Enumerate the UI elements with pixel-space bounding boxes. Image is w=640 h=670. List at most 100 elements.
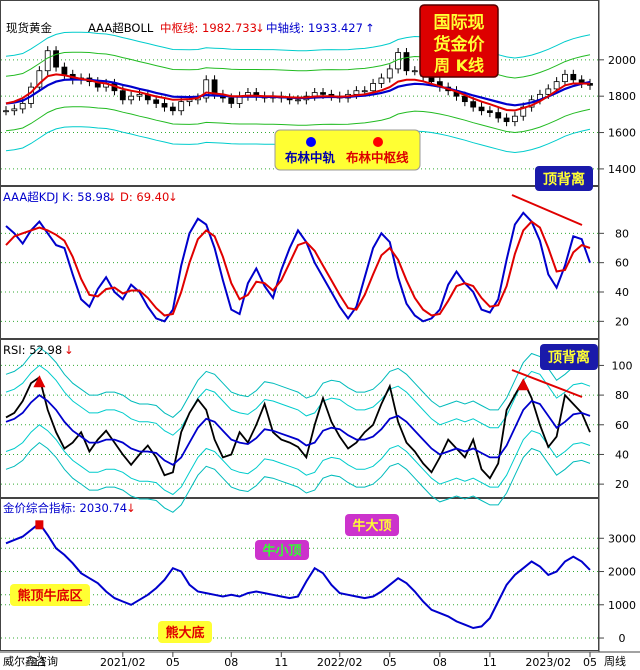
candle-body (128, 95, 135, 101)
candle-body (545, 88, 552, 95)
y-tick-label: 2000 (608, 54, 636, 67)
y-tick-label: 3000 (608, 532, 636, 545)
rsi-panel-frame (0, 339, 599, 498)
gold-index-line (5, 521, 591, 630)
ann-zone: 熊顶牛底区 (17, 588, 82, 604)
y-tick-label: 100 (612, 359, 633, 372)
axis-line-label: 中轴线: 1933.427 (266, 21, 363, 35)
gold-index-label: 金价综合指标: 2030.74 (3, 501, 127, 515)
rsi-line (5, 375, 591, 480)
candle-body (211, 79, 218, 95)
x-tick-label: 05 (383, 656, 397, 669)
legend-red-label: 布林中枢线 (346, 150, 409, 165)
candle-body (203, 79, 210, 99)
x-tick-labels: 11 2021/02 05 08 11 2022/02 05 08 11 2023/02 05 (32, 652, 597, 669)
kdj-k-arrow: ↓ (107, 190, 117, 204)
candle-body (478, 106, 485, 112)
candle-body (553, 81, 560, 90)
x-tick-label: 08 (224, 656, 238, 669)
x-tick-label: 2023/02 (525, 656, 571, 669)
axis-line-arrow: ↑ (365, 21, 375, 35)
rsi-band-line (5, 424, 591, 496)
rsi-band-line (5, 364, 591, 436)
candle-body (486, 110, 493, 113)
x-tick-label: 11 (32, 656, 46, 669)
candle-body (512, 115, 518, 123)
candle-body (378, 77, 385, 84)
x-tick-label: 11 (483, 656, 497, 669)
boll-band-line (5, 31, 591, 59)
y-tick-label: 0 (619, 632, 626, 645)
footer-right: 周线 (604, 654, 626, 668)
gold-index-arrow: ↓ (126, 501, 136, 515)
y-tick-label: 2000 (608, 566, 636, 579)
legend-blue-label: 布林中轨 (285, 150, 336, 165)
boll-band-line (5, 106, 591, 134)
red-dot-icon (373, 137, 383, 147)
y-tick-label: 1600 (608, 127, 636, 140)
candle-body (411, 70, 418, 73)
divergence-badge-main (535, 166, 593, 191)
gold-panel-frame (0, 498, 599, 651)
x-tick-label: 05 (166, 656, 180, 669)
candle-body (320, 92, 326, 95)
y-tick-label: 40 (615, 448, 629, 461)
divergence-badge-rsi (540, 344, 598, 370)
candle-body (386, 68, 393, 79)
kdj-d-line (5, 220, 591, 317)
rsi-band-line (5, 441, 591, 513)
candle-body (495, 112, 502, 119)
candle-body (228, 97, 235, 104)
candle-body (161, 103, 168, 108)
window-title: 现货黄金 (6, 21, 52, 35)
title-badge-line1: 国际现 (434, 13, 485, 33)
ann-big-top-badge (345, 514, 399, 536)
candle-body (44, 50, 51, 72)
candle-body (169, 106, 176, 112)
candle-body (178, 101, 185, 112)
candle-body (470, 101, 477, 108)
kdj-panel-frame (0, 186, 599, 339)
kdj-label: AAA超KDJ K: 58.98 (3, 190, 110, 204)
ann-big-bottom: 熊大底 (165, 625, 204, 641)
x-tick-label: 2022/02 (317, 656, 363, 669)
rsi-label: RSI: 52.98 (3, 343, 62, 357)
y-tick-label: 40 (615, 286, 629, 299)
divergence-badge-main-text: 顶背离 (543, 171, 585, 188)
y-tick-label: 20 (615, 478, 629, 491)
blue-dot-icon (306, 137, 316, 147)
y-tick-label: 80 (615, 227, 629, 240)
ann-big-bottom-badge (158, 621, 212, 643)
divergence-badge-rsi-text: 顶背离 (548, 349, 590, 366)
title-badge-line3: 周 K线 (434, 56, 484, 75)
candle-body (61, 66, 68, 75)
candle-body (153, 99, 160, 104)
ann-zone-badge (10, 584, 90, 606)
ann-small-top-badge (255, 540, 309, 560)
title-badge-line2: 货金价 (434, 34, 486, 55)
x-tick-label: 05 (583, 656, 597, 669)
boll-indicator-label: AAA超BOLL (88, 21, 154, 35)
candle-body (53, 50, 59, 68)
gold-peak-marker (35, 520, 44, 530)
rsi-divergence-line (511, 369, 583, 398)
y-tick-label: 1400 (608, 163, 636, 176)
candle-body (3, 110, 9, 113)
kdj-d-label: D: 69.40 (120, 190, 169, 204)
rsi-band-line (5, 346, 591, 419)
mid-line-label: 中枢线: 1982.733 (160, 21, 257, 35)
price-candles (3, 46, 593, 127)
x-tick-label: 08 (433, 656, 447, 669)
y-tick-label: 1000 (608, 599, 636, 612)
y-tick-label: 60 (615, 419, 629, 432)
kdj-d-arrow: ↓ (168, 190, 178, 204)
x-tick-label: 2021/02 (100, 656, 146, 669)
candle-body (503, 117, 510, 123)
x-tick-label: 11 (274, 656, 288, 669)
candle-body (361, 90, 368, 93)
candle-body (570, 73, 577, 81)
kdj-divergence-line (511, 194, 583, 226)
candle-body (461, 95, 468, 103)
ann-small-top: 牛小顶 (262, 543, 301, 559)
